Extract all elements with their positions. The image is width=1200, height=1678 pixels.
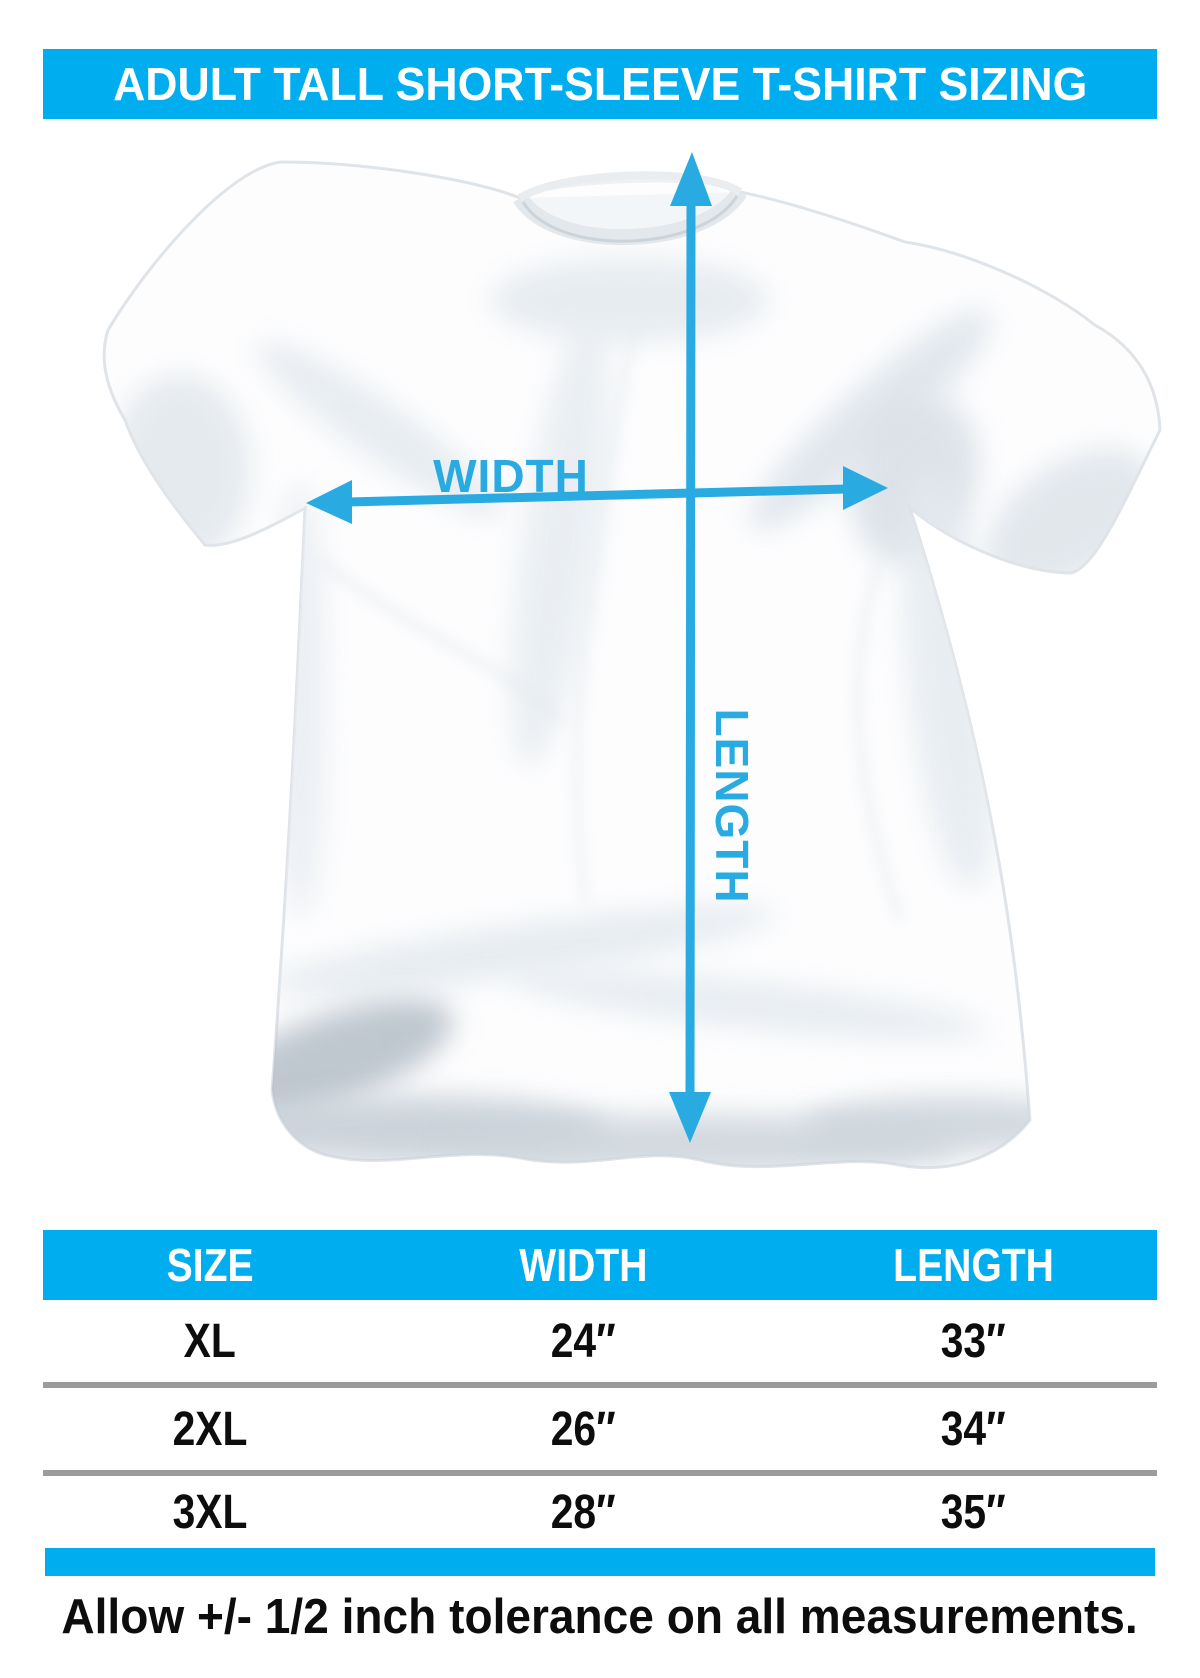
header-size: SIZE — [166, 1239, 254, 1291]
length-value: 35″ — [940, 1485, 1006, 1539]
header-width: WIDTH — [519, 1239, 648, 1291]
tshirt-photo: WIDTH LENGTH — [102, 152, 1162, 1170]
header-length: LENGTH — [892, 1239, 1054, 1291]
size-table: SIZE WIDTH LENGTH XL 24″ 33″ 2XL 26″ 34″… — [43, 1230, 1157, 1548]
size-value: 2XL — [172, 1402, 248, 1456]
length-value: 33″ — [940, 1314, 1006, 1368]
width-arrow — [306, 466, 888, 524]
size-value: 3XL — [172, 1485, 248, 1539]
tolerance-note-text: Allow +/- 1/2 inch tolerance on all meas… — [61, 1590, 1139, 1644]
row-divider — [43, 1470, 1157, 1476]
width-value: 24″ — [550, 1314, 616, 1368]
tolerance-note: Allow +/- 1/2 inch tolerance on all meas… — [0, 1582, 1200, 1652]
length-label: LENGTH — [706, 708, 758, 903]
row-divider — [43, 1382, 1157, 1388]
length-value: 34″ — [940, 1402, 1006, 1456]
page-title: ADULT TALL SHORT-SLEEVE T-SHIRT SIZING — [112, 58, 1088, 110]
table-row-2xl: 2XL 26″ 34″ — [43, 1388, 1157, 1470]
bottom-accent-bar — [45, 1548, 1155, 1576]
width-value: 26″ — [550, 1402, 616, 1456]
length-arrow — [669, 152, 712, 1143]
size-value: XL — [184, 1314, 237, 1368]
width-label: WIDTH — [433, 450, 589, 502]
table-header-row: SIZE WIDTH LENGTH — [43, 1230, 1157, 1300]
width-value: 28″ — [550, 1485, 616, 1539]
table-row-xl: XL 24″ 33″ — [43, 1300, 1157, 1382]
table-row-3xl: 3XL 28″ 35″ — [43, 1476, 1157, 1548]
title-banner: ADULT TALL SHORT-SLEEVE T-SHIRT SIZING — [43, 49, 1157, 119]
